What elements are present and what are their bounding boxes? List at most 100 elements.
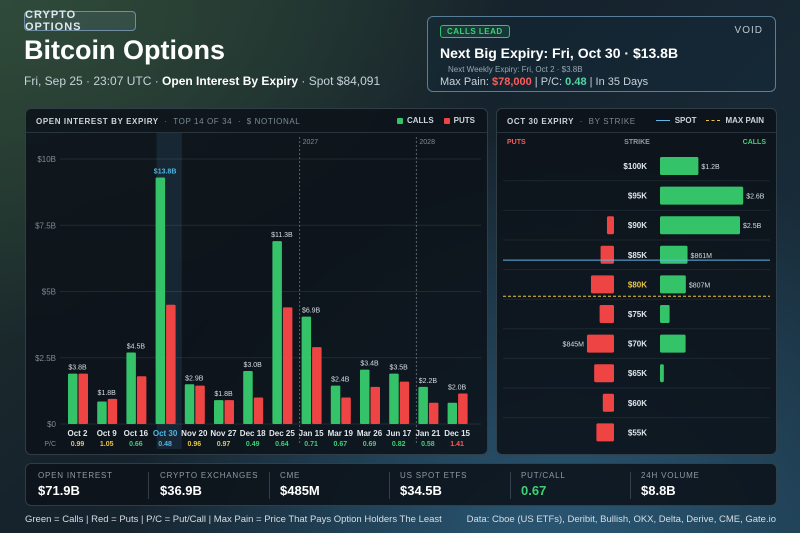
- strike-breakdown-panel: OCT 30 EXPIRY · BY STRIKE SPOT MAX PAIN …: [496, 108, 777, 455]
- legend-calls: CALLS: [406, 116, 434, 125]
- call-strike-bar: [660, 245, 688, 264]
- total-label: $6.9B: [302, 308, 321, 315]
- puts-bar: [107, 398, 118, 424]
- put-strike-bar: [600, 245, 614, 264]
- calls-bar: [389, 373, 399, 424]
- strike-label: $85K: [628, 251, 647, 260]
- next-expiry-headline: Next Big Expiry: Fri, Oct 30 · $13.8B: [440, 45, 679, 61]
- call-value-label: $861M: [691, 253, 713, 260]
- call-value-label: $2.6B: [746, 194, 765, 201]
- expiry-label: Oct 30: [153, 429, 178, 438]
- puts-bar: [341, 397, 351, 424]
- stat-value: $34.5B: [400, 483, 442, 498]
- right-panel-title: OCT 30 EXPIRY: [507, 117, 575, 126]
- y-tick-label: $5B: [42, 288, 56, 297]
- calls-lead-badge: CALLS LEAD: [440, 25, 510, 38]
- legend-max-pain: MAX PAIN: [725, 116, 764, 125]
- calls-swatch: [396, 117, 403, 124]
- total-label: $2.9B: [185, 375, 204, 382]
- total-label: $1.8B: [214, 391, 233, 398]
- calls-bar: [330, 385, 341, 424]
- put-strike-bar: [599, 305, 614, 323]
- total-label: $3.8B: [68, 365, 87, 372]
- put-strike-bar: [586, 334, 614, 353]
- puts-bar: [253, 397, 264, 424]
- legend-puts: PUTS: [453, 116, 475, 125]
- year-break-label: 2028: [419, 139, 435, 146]
- pc-ratio-label: 0.96: [187, 441, 201, 448]
- expiry-label: Oct 16: [124, 429, 149, 438]
- stat-divider: [510, 472, 511, 499]
- legend-spot: SPOT: [674, 116, 697, 125]
- expiry-label: Mar 19: [328, 429, 354, 438]
- calls-bar: [360, 369, 370, 424]
- expiry-label: Dec 18: [240, 429, 266, 438]
- pc-ratio-label: 0.99: [71, 441, 85, 448]
- put-strike-bar: [596, 423, 614, 442]
- col-header-puts: PUTS: [507, 139, 526, 146]
- subtitle-topic: Open Interest By Expiry: [162, 74, 299, 88]
- y-tick-label: $10B: [37, 155, 56, 164]
- strike-bar-chart: PUTS STRIKE CALLS $100K $1.2B $95K $2.6B $90K $2…: [503, 139, 770, 442]
- calls-bar: [155, 177, 166, 424]
- puts-bar: [458, 393, 468, 424]
- calls-bar: [243, 371, 253, 424]
- expiry-label: Oct 2: [67, 429, 88, 438]
- expiry-label: Nov 20: [181, 429, 208, 438]
- expiry-label: Jun 17: [386, 429, 412, 438]
- expiry-label: Jan 15: [299, 429, 324, 438]
- puts-bar: [370, 386, 380, 424]
- stat-divider: [630, 472, 631, 499]
- max-pain-line-swatch: [706, 120, 721, 121]
- calls-bar: [126, 352, 136, 424]
- stat-label: CRYPTO EXCHANGES: [160, 471, 259, 480]
- left-header-divider: [26, 132, 487, 133]
- total-label: $11.3B: [271, 232, 293, 239]
- stat-label: PUT/CALL: [521, 471, 566, 480]
- call-strike-bar: [660, 157, 699, 175]
- put-value-label: $845M: [563, 342, 585, 349]
- left-panel-title: OPEN INTEREST BY EXPIRY: [36, 117, 159, 126]
- puts-bar: [78, 373, 88, 424]
- strike-label: $90K: [628, 221, 647, 230]
- total-label: $2.0B: [448, 385, 467, 392]
- page-title: Bitcoin Options: [24, 35, 225, 65]
- left-panel-header: OPEN INTEREST BY EXPIRY · TOP 14 OF 34 ·…: [36, 117, 301, 126]
- stat-open-interest: OPEN INTEREST $71.9B: [38, 471, 158, 498]
- calls-bar: [68, 373, 78, 424]
- pc-ratio-label: 0.64: [275, 441, 289, 448]
- pc-ratio-label: 0.69: [363, 441, 377, 448]
- stat-value: $36.9B: [160, 483, 202, 498]
- calls-bar: [272, 241, 282, 424]
- call-value-label: $807M: [689, 282, 711, 289]
- expiry-label: Mar 26: [357, 429, 383, 438]
- call-strike-bar: [660, 334, 686, 353]
- left-panel-meta-notional: $ NOTIONAL: [246, 117, 301, 126]
- strike-label: $70K: [628, 340, 647, 349]
- open-interest-by-expiry-panel: OPEN INTEREST BY EXPIRY · TOP 14 OF 34 ·…: [25, 108, 488, 455]
- stat-divider: [389, 472, 390, 499]
- puts-bar: [312, 347, 322, 424]
- strike-label: $60K: [628, 399, 647, 408]
- category-tag: CRYPTO OPTIONS: [24, 9, 136, 33]
- stat-value: $71.9B: [38, 483, 80, 498]
- next-weekly-expiry: Next Weekly Expiry: Fri, Oct 2 · $3.8B: [448, 65, 583, 74]
- strike-label: $100K: [623, 162, 647, 171]
- left-legend: CALLS PUTS: [396, 116, 475, 125]
- footer-source: Data: Cboe (US ETFs), Deribit, Bullish, …: [466, 514, 776, 525]
- calls-bar: [214, 400, 224, 424]
- strike-label: $65K: [628, 369, 647, 378]
- call-strike-bar: [660, 216, 740, 235]
- pc-ratio-label: 0.82: [392, 441, 406, 448]
- stat-crypto-exchanges: CRYPTO EXCHANGES $36.9B: [160, 471, 280, 498]
- right-panel-meta: BY STRIKE: [588, 117, 636, 126]
- summary-stats-bar: OPEN INTEREST $71.9B CRYPTO EXCHANGES $36.…: [25, 463, 777, 506]
- pc-ratio-label: 0.67: [333, 441, 347, 448]
- total-label: $1.8B: [98, 390, 117, 397]
- subtitle-spot: · Spot $84,091: [298, 74, 381, 88]
- call-strike-bar: [660, 305, 670, 323]
- right-panel-header: OCT 30 EXPIRY · BY STRIKE: [507, 117, 636, 126]
- total-label: $2.2B: [419, 378, 438, 385]
- pc-ratio-label: 0.71: [304, 441, 318, 448]
- puts-bar: [166, 304, 176, 424]
